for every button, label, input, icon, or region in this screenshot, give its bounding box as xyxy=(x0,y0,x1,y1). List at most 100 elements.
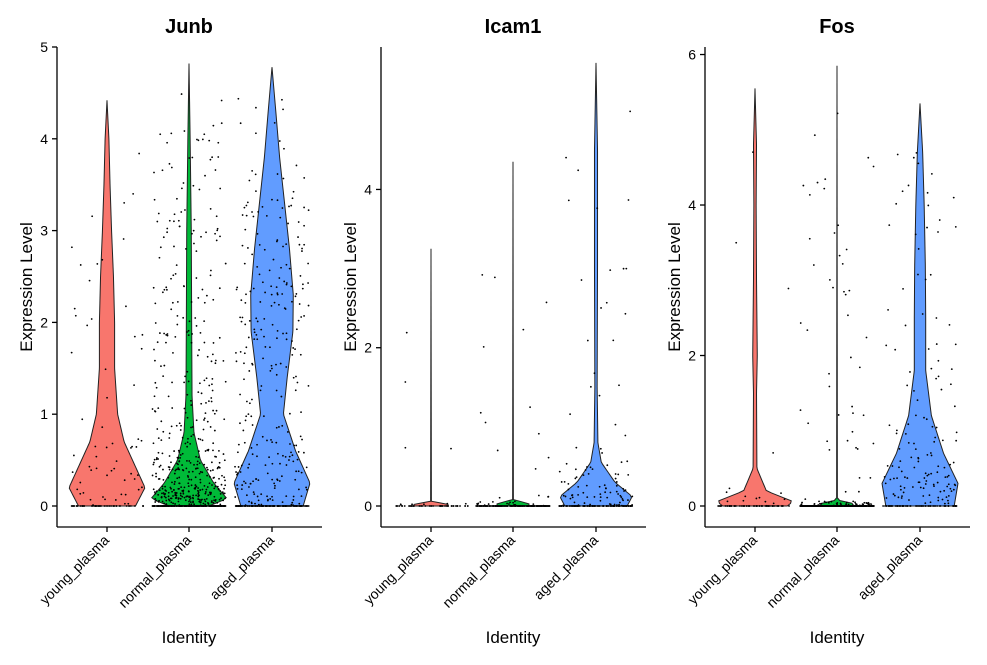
expression-point xyxy=(159,332,161,334)
expression-point xyxy=(256,443,258,446)
expression-point xyxy=(947,499,949,502)
expression-point xyxy=(128,505,131,507)
expression-point xyxy=(201,439,204,442)
expression-point xyxy=(296,458,299,461)
expression-point xyxy=(243,206,246,209)
expression-point xyxy=(186,445,189,448)
expression-point xyxy=(947,502,950,505)
expression-point xyxy=(115,505,118,507)
expression-point xyxy=(927,505,930,507)
expression-point xyxy=(285,283,288,286)
expression-point xyxy=(767,505,770,507)
expression-point xyxy=(72,454,75,457)
expression-point xyxy=(573,505,576,507)
expression-point xyxy=(918,481,921,484)
expression-point xyxy=(615,484,618,487)
expression-point xyxy=(260,328,263,331)
expression-point xyxy=(239,122,242,125)
expression-point xyxy=(269,369,272,372)
expression-point xyxy=(191,426,194,428)
expression-point xyxy=(305,488,308,491)
expression-point xyxy=(947,505,950,507)
expression-point xyxy=(205,401,207,404)
expression-point xyxy=(179,505,182,507)
expression-point xyxy=(303,315,305,317)
expression-point xyxy=(133,335,136,338)
expression-point xyxy=(173,505,176,507)
y-tick-label: 4 xyxy=(364,181,372,197)
expression-point xyxy=(930,454,933,457)
expression-point xyxy=(865,505,868,507)
expression-point xyxy=(214,169,217,171)
expression-point xyxy=(270,505,273,507)
expression-point xyxy=(606,464,609,467)
expression-point xyxy=(923,477,926,479)
expression-point xyxy=(755,497,758,500)
expression-point xyxy=(928,494,931,497)
expression-point xyxy=(101,258,104,261)
expression-point xyxy=(931,425,934,428)
expression-point xyxy=(305,505,308,507)
expression-point xyxy=(773,505,776,507)
expression-point xyxy=(170,501,173,504)
expression-point xyxy=(605,487,607,489)
expression-point xyxy=(937,499,940,502)
expression-point xyxy=(175,468,178,471)
expression-point xyxy=(162,430,165,433)
expression-point xyxy=(818,500,820,503)
violin-young_plasma xyxy=(68,100,146,507)
expression-point xyxy=(266,472,269,475)
y-tick-label: 3 xyxy=(40,223,48,239)
expression-point xyxy=(742,499,745,502)
expression-point xyxy=(289,505,292,507)
expression-point xyxy=(761,505,764,507)
expression-point xyxy=(285,243,288,246)
expression-point xyxy=(204,505,207,507)
expression-point xyxy=(889,505,892,507)
expression-point xyxy=(197,487,200,489)
expression-point xyxy=(936,481,939,484)
expression-point xyxy=(264,505,267,507)
expression-point xyxy=(218,461,221,464)
expression-point xyxy=(836,501,839,504)
expression-point xyxy=(827,505,830,507)
expression-point xyxy=(828,279,831,281)
expression-point xyxy=(459,505,461,507)
expression-point xyxy=(624,312,627,315)
expression-point xyxy=(479,411,482,414)
expression-point xyxy=(81,505,84,507)
expression-point xyxy=(613,505,615,507)
expression-point xyxy=(929,273,932,276)
expression-point xyxy=(130,447,132,449)
expression-point xyxy=(216,227,219,230)
expression-point xyxy=(244,302,247,304)
expression-point xyxy=(898,466,900,469)
expression-point xyxy=(419,505,421,507)
expression-point xyxy=(284,455,287,458)
expression-point xyxy=(250,501,253,504)
expression-point xyxy=(278,303,280,306)
expression-point xyxy=(187,334,190,337)
expression-point xyxy=(132,193,135,195)
expression-point xyxy=(215,239,218,242)
expression-point xyxy=(867,503,870,506)
expression-point xyxy=(282,454,284,457)
expression-point xyxy=(925,480,928,482)
expression-point xyxy=(200,505,203,507)
expression-point xyxy=(152,442,155,445)
expression-point xyxy=(622,267,625,270)
expression-point xyxy=(195,494,198,497)
expression-point xyxy=(272,258,275,261)
expression-point xyxy=(728,487,731,490)
expression-point xyxy=(241,244,244,247)
expression-point xyxy=(506,502,508,505)
expression-point xyxy=(894,348,897,351)
expression-point xyxy=(168,455,171,457)
expression-point xyxy=(198,462,201,464)
expression-point xyxy=(190,341,193,344)
violin-young_plasma xyxy=(718,88,792,507)
expression-point xyxy=(896,153,899,156)
expression-point xyxy=(182,316,185,319)
expression-point xyxy=(411,503,413,506)
expression-point xyxy=(753,505,756,507)
